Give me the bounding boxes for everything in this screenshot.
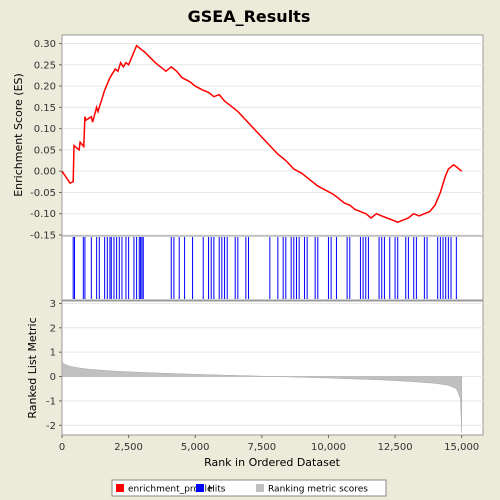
rank-x-tick-label: 5,000 bbox=[181, 442, 210, 453]
rank-y-tick-label: 2 bbox=[50, 323, 56, 334]
es-tick-label: 0.10 bbox=[34, 124, 56, 135]
rank-y-tick-label: 0 bbox=[50, 372, 56, 383]
enrichment-profile-line bbox=[61, 44, 463, 224]
enrichment-score-panel: 0.30 0.25 0.20 0.15 0.10 0.05 0.00 -0.05 -0.10 -0… bbox=[12, 34, 484, 242]
es-y-axis-label: Enrichment Score (ES) bbox=[12, 73, 25, 197]
hits-plot-area bbox=[61, 235, 484, 301]
es-tick-label: -0.05 bbox=[30, 188, 56, 199]
es-tick-label: 0.25 bbox=[34, 60, 56, 71]
rank-x-tick-label: 7,500 bbox=[248, 442, 277, 453]
ranked-metric-panel: 3 2 1 0 -1 -2 0 2,500 5,000 7,500 10,000 12,500 15,… bbox=[26, 299, 484, 469]
rank-x-tick-label: 12,500 bbox=[378, 442, 413, 453]
rank-y-tick-label: 1 bbox=[50, 348, 56, 359]
es-tick-label: 0.30 bbox=[34, 39, 56, 50]
es-y-ticks: 0.30 0.25 0.20 0.15 0.10 0.05 0.00 -0.05 -0.10 -0… bbox=[30, 39, 62, 242]
hits-panel bbox=[61, 235, 484, 301]
es-tick-label: 0.15 bbox=[34, 103, 56, 114]
legend-swatch bbox=[116, 484, 124, 492]
rank-x-tick-label: 0 bbox=[59, 442, 65, 453]
es-tick-label: 0.00 bbox=[34, 167, 56, 178]
rank-y-tick-label: -2 bbox=[46, 421, 56, 432]
rank-y-axis-label: Ranked List Metric bbox=[26, 317, 39, 418]
rank-x-ticks: 0 2,500 5,000 7,500 10,000 12,500 15,000 bbox=[59, 435, 479, 453]
hit-markers bbox=[72, 237, 457, 299]
rank-y-tick-label: -1 bbox=[46, 396, 56, 407]
legend-label: enrichment_profile bbox=[128, 485, 213, 495]
es-plot-area bbox=[61, 34, 484, 236]
rank-x-axis-label: Rank in Ordered Dataset bbox=[204, 456, 341, 469]
legend-swatch bbox=[256, 484, 264, 492]
es-tick-label: -0.10 bbox=[30, 209, 56, 220]
es-gridlines bbox=[62, 43, 483, 236]
rank-x-tick-label: 15,000 bbox=[444, 442, 479, 453]
es-tick-label: 0.20 bbox=[34, 82, 56, 93]
legend-swatch bbox=[196, 484, 204, 492]
rank-y-ticks: 3 2 1 0 -1 -2 bbox=[46, 299, 62, 432]
ranking-metric-area bbox=[61, 360, 462, 433]
rank-x-tick-label: 10,000 bbox=[311, 442, 346, 453]
rank-x-tick-label: 2,500 bbox=[114, 442, 143, 453]
rank-plot-area bbox=[61, 300, 484, 436]
es-tick-label: -0.15 bbox=[30, 231, 56, 242]
legend-box bbox=[111, 479, 387, 497]
legend-label: Hits bbox=[208, 485, 226, 495]
es-tick-label: 0.05 bbox=[34, 145, 56, 156]
chart-title: GSEA_Results bbox=[188, 7, 311, 26]
legend-label: Ranking metric scores bbox=[268, 485, 368, 495]
rank-y-tick-label: 3 bbox=[50, 299, 56, 310]
